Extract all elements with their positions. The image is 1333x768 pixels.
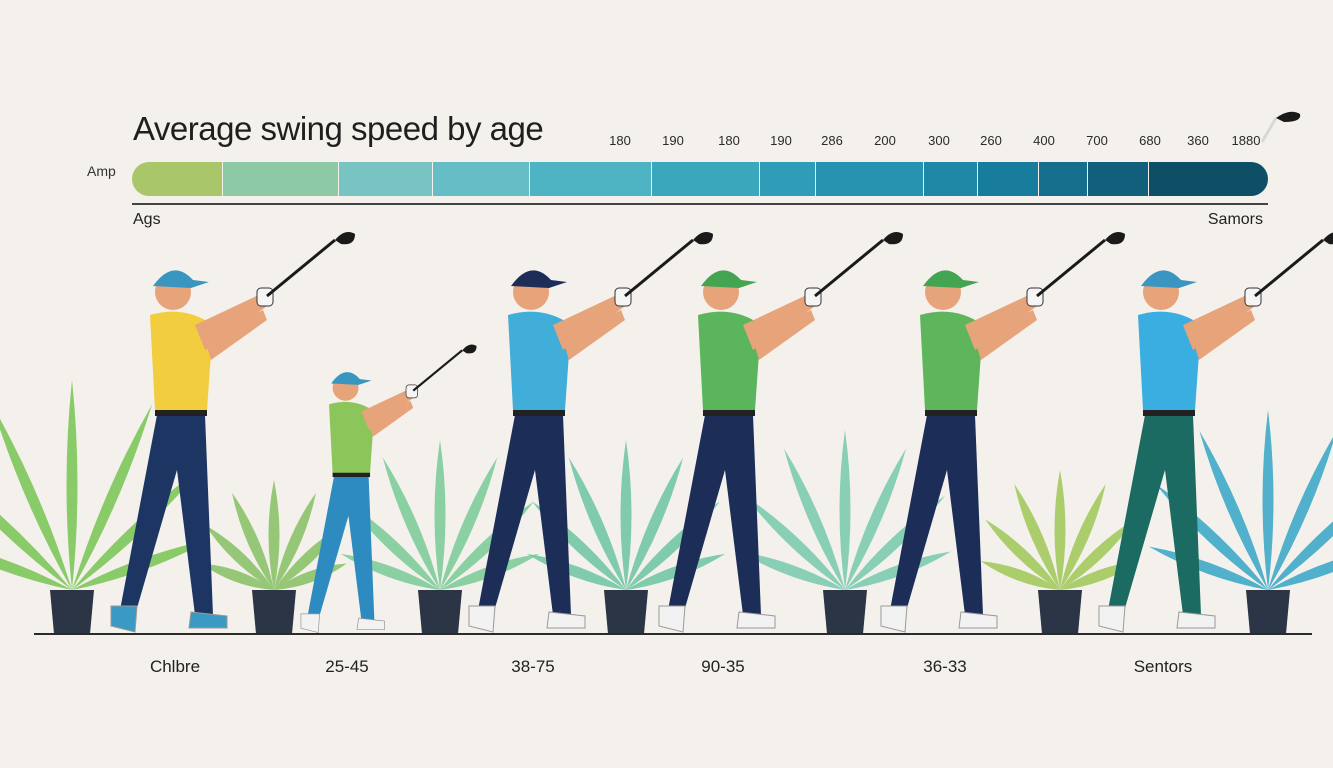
age-group-label: 38-75 (511, 657, 555, 676)
gradient-segment (816, 162, 924, 196)
speed-tick-label: 1880 (1231, 133, 1261, 148)
speed-tick-label: 190 (662, 133, 684, 148)
golfer-figure (468, 232, 713, 633)
speed-tick-label: 300 (928, 133, 950, 148)
axis-rule (132, 203, 1268, 205)
speed-tick-label: 180 (609, 133, 631, 148)
club-icon (1260, 111, 1301, 143)
ages-label: Ags (133, 211, 161, 228)
gradient-segment (529, 162, 652, 196)
gradient-segment (1087, 162, 1150, 196)
golfer-figure (300, 344, 477, 634)
gradient-segment (759, 162, 817, 196)
gradient-segment (923, 162, 979, 196)
speed-tick-label: 180 (718, 133, 740, 148)
golfer-figure (110, 232, 355, 633)
ground-line (34, 633, 1312, 635)
potted-plant-icon (739, 430, 951, 634)
gradient-segment (978, 162, 1040, 196)
speed-tick-label: 400 (1033, 133, 1055, 148)
gradient-segment (651, 162, 760, 196)
speed-tick-label: 700 (1086, 133, 1108, 148)
speed-gradient-bar (132, 162, 1268, 196)
age-group-label: 90-35 (701, 657, 745, 676)
golfer-figure (1098, 232, 1333, 633)
potted-plant-icon (201, 480, 347, 634)
speed-tick-label: 680 (1139, 133, 1161, 148)
golfer-figure (880, 232, 1125, 633)
gradient-segment (432, 162, 530, 196)
age-group-label: Chlbre (149, 657, 201, 676)
speed-tick-label: 190 (770, 133, 792, 148)
speed-tick-label: 260 (980, 133, 1002, 148)
speed-tick-label: 286 (821, 133, 843, 148)
gradient-segment (1039, 162, 1088, 196)
gradient-segment (339, 162, 433, 196)
age-group-label: Sentors (1133, 657, 1193, 676)
gradient-segment (132, 162, 223, 196)
golfer-figure (658, 232, 903, 633)
gradient-segment (1149, 162, 1268, 196)
speed-tick-label: 360 (1187, 133, 1209, 148)
chart-title: Average swing speed by age (133, 110, 544, 147)
speed-tick-label: 200 (874, 133, 896, 148)
gradient-segment (222, 162, 340, 196)
amp-label: Amp (87, 163, 116, 179)
potted-plant-icon (526, 440, 726, 634)
seniors-label: Samors (1207, 211, 1263, 228)
age-group-label: 36-33 (923, 657, 967, 676)
age-group-label: 25-45 (325, 657, 369, 676)
